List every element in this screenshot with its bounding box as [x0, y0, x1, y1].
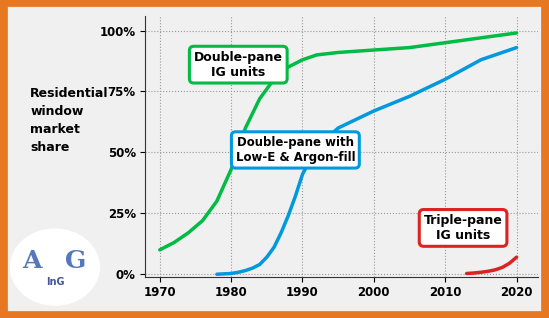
- Ellipse shape: [10, 229, 99, 305]
- Text: G: G: [65, 248, 86, 273]
- Text: Double-pane with
Low-E & Argon-fill: Double-pane with Low-E & Argon-fill: [236, 136, 355, 164]
- Text: A: A: [22, 248, 41, 273]
- Text: Triple-pane
IG units: Triple-pane IG units: [424, 214, 502, 242]
- Text: Double-pane
IG units: Double-pane IG units: [194, 51, 283, 79]
- Text: InG: InG: [46, 277, 64, 287]
- Text: Residential
window
market
share: Residential window market share: [30, 87, 109, 154]
